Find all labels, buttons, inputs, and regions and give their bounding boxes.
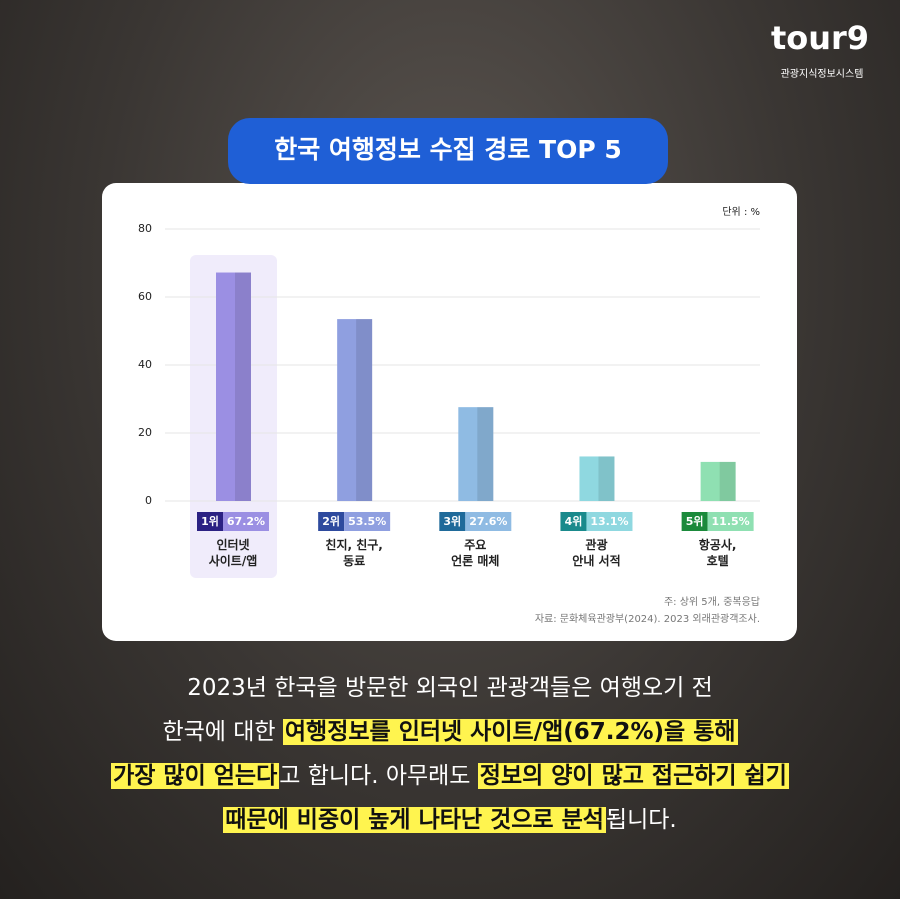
y-tick-label: 0 bbox=[145, 494, 152, 507]
rank-label: 3위 bbox=[443, 515, 461, 528]
unit-label: 단위 : % bbox=[722, 205, 760, 218]
rank-box bbox=[318, 512, 345, 531]
value-label: 67.2% bbox=[227, 515, 265, 528]
rank-label: 2위 bbox=[322, 515, 340, 528]
x-tick-label: 항공사, 호텔 bbox=[698, 538, 737, 568]
text: 한국에 대한 bbox=[162, 719, 283, 745]
rank-label: 5위 bbox=[686, 515, 704, 528]
title-pill bbox=[228, 118, 668, 184]
logo-tagline: 관광지식정보시스템 bbox=[781, 68, 864, 80]
highlight-text: 가장 많이 얻는다 bbox=[111, 763, 280, 789]
description-line: 한국에 대한 여행정보를 인터넷 사이트/앱(67.2%)을 통해 bbox=[0, 712, 900, 756]
bar bbox=[700, 461, 736, 501]
y-tick-label: 60 bbox=[138, 290, 152, 303]
text: 고 합니다. 아무래도 bbox=[279, 763, 478, 789]
logo-brand: tour9 bbox=[771, 19, 869, 57]
x-tick-label: 관광 안내 서적 bbox=[572, 538, 621, 568]
bar-shade bbox=[356, 319, 373, 501]
value-label: 13.1% bbox=[590, 515, 628, 528]
description-line: 가장 많이 얻는다고 합니다. 아무래도 정보의 양이 많고 접근하기 쉽기 bbox=[0, 756, 900, 800]
rank-box bbox=[681, 512, 708, 531]
value-box bbox=[707, 512, 754, 531]
value-label: 27.6% bbox=[469, 515, 507, 528]
value-box bbox=[465, 512, 512, 531]
value-label: 11.5% bbox=[712, 515, 750, 528]
bar bbox=[579, 456, 615, 501]
value-box bbox=[344, 512, 391, 531]
text: 됩니다. bbox=[605, 807, 677, 833]
description-line: 때문에 비중이 높게 나타난 것으로 분석됩니다. bbox=[0, 800, 900, 844]
description-line: 2023년 한국을 방문한 외국인 관광객들은 여행오기 전 bbox=[0, 668, 900, 712]
source: 자료: 문화체육관광부(2024). 2023 외래관광객조사. bbox=[535, 613, 760, 625]
bar-shade bbox=[477, 407, 494, 501]
rank-box bbox=[439, 512, 466, 531]
rank-box bbox=[197, 512, 223, 531]
x-tick-label: 친지, 친구, 동료 bbox=[325, 538, 383, 568]
rank-label: 4위 bbox=[565, 515, 583, 528]
chart-title: 한국 여행정보 수집 경로 TOP 5 bbox=[274, 135, 622, 164]
value-box bbox=[223, 512, 269, 531]
rank-label: 1위 bbox=[201, 515, 219, 528]
bar bbox=[216, 272, 251, 501]
bar-shade bbox=[235, 272, 251, 501]
highlight-text: 여행정보를 인터넷 사이트/앱(67.2%)을 통해 bbox=[282, 719, 738, 745]
y-tick-label: 80 bbox=[138, 222, 152, 235]
bar-shade bbox=[598, 456, 615, 501]
value-label: 53.5% bbox=[348, 515, 386, 528]
bar bbox=[458, 407, 494, 501]
y-tick-label: 20 bbox=[138, 426, 152, 439]
highlight-text: 정보의 양이 많고 접근하기 쉽기 bbox=[477, 763, 789, 789]
x-tick-label: 주요 언론 매체 bbox=[451, 538, 500, 568]
highlight-text: 때문에 비중이 높게 나타난 것으로 분석 bbox=[223, 807, 606, 833]
note: 주: 상위 5개, 중복응답 bbox=[664, 595, 760, 608]
rank-box bbox=[560, 512, 587, 531]
x-tick-label: 인터넷 사이트/앱 bbox=[208, 538, 258, 568]
text: 2023년 한국을 방문한 외국인 관광객들은 여행오기 전 bbox=[187, 675, 713, 701]
bar-shade bbox=[719, 461, 736, 501]
value-box bbox=[586, 512, 633, 531]
bar bbox=[337, 319, 373, 501]
y-tick-label: 40 bbox=[138, 358, 152, 371]
